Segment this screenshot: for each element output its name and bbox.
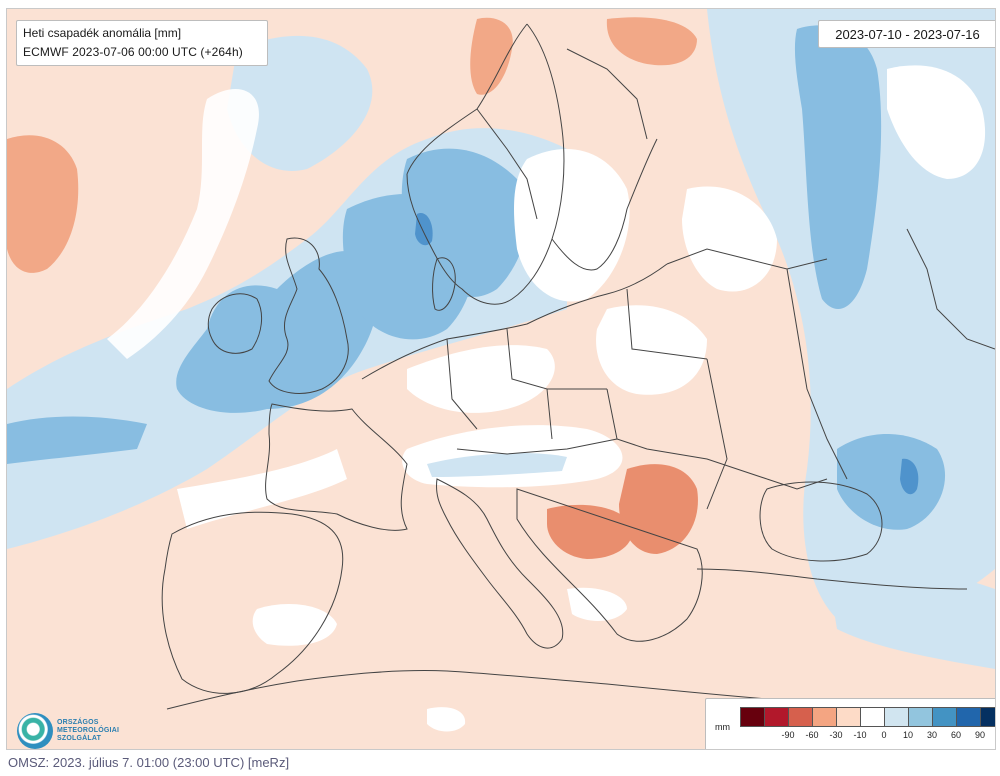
legend-swatch — [981, 708, 995, 726]
turkey-wet — [827, 565, 995, 669]
legend-swatches — [740, 707, 995, 727]
legend-tick-label: 10 — [902, 730, 914, 740]
omsz-logo-text: ORSZÁGOS METEOROLÓGIAI SZOLGÁLAT — [57, 719, 119, 743]
map-frame: Heti csapadék anomália [mm] ECMWF 2023-0… — [6, 8, 996, 750]
omsz-logo-icon — [17, 713, 53, 749]
british-isles-wet — [176, 250, 378, 413]
legend-swatch — [813, 708, 837, 726]
legend-tick-label: -30 — [829, 730, 843, 740]
iberia-north-neutral — [177, 449, 347, 529]
norway-border — [476, 108, 538, 220]
great-britain-outline — [268, 237, 349, 394]
turkey-coast — [696, 568, 968, 590]
north-atlantic-wet — [227, 35, 373, 171]
continent-northcoast — [361, 263, 668, 380]
finland-dry-patch — [606, 17, 697, 66]
logo-line-2: METEOROLÓGIAI — [57, 727, 120, 734]
omsz-logo: ORSZÁGOS METEOROLÓGIAI SZOLGÁLAT — [17, 707, 137, 749]
legend-swatch — [909, 708, 933, 726]
legend-unit: mm — [715, 722, 730, 732]
poland-neutral — [596, 305, 707, 395]
legend-tick-label: -90 — [781, 730, 795, 740]
model-run-label: ECMWF 2023-07-06 00:00 UTC (+264h) — [23, 45, 243, 59]
legend-swatch — [789, 708, 813, 726]
legend-tick-label: 30 — [926, 730, 938, 740]
logo-line-3: SZOLGÁLAT — [57, 735, 102, 742]
date-range-box: 2023-07-10 - 2023-07-16 — [818, 20, 995, 48]
map-title-box: Heti csapadék anomália [mm] ECMWF 2023-0… — [16, 20, 268, 66]
color-legend: mm -90 -60 -30 -10 0 10 30 60 90 — [705, 698, 995, 749]
finland-border — [566, 48, 648, 140]
legend-swatch — [741, 708, 765, 726]
africa-neutral-patch — [427, 707, 466, 732]
romania-dry-patch — [619, 464, 698, 554]
ireland-outline — [207, 293, 263, 354]
map-title: Heti csapadék anomália [mm] — [23, 26, 182, 40]
logo-line-1: ORSZÁGOS — [57, 719, 99, 726]
mediterranean-neutral-patch — [567, 587, 627, 621]
black-sea-deep-wet — [900, 458, 919, 495]
country-borders — [161, 23, 995, 710]
atlantic-dry-patch — [7, 135, 79, 273]
baltic-coast — [551, 138, 658, 271]
legend-swatch — [837, 708, 861, 726]
norway-coast-dry — [470, 17, 513, 95]
norway-deep-wet — [415, 213, 433, 246]
balkans-outline — [516, 488, 703, 642]
denmark-outline — [432, 257, 456, 311]
iberia-outline — [161, 511, 344, 694]
legend-tick-label: -10 — [853, 730, 867, 740]
legend-tick-label: 0 — [881, 730, 887, 740]
scandinavia-wet — [401, 148, 528, 298]
legend-swatch — [885, 708, 909, 726]
bosnia-dry-patch — [547, 504, 633, 559]
legend-swatch — [765, 708, 789, 726]
black-sea-wet — [837, 434, 946, 530]
anomaly-map — [7, 9, 995, 749]
atlantic-neutral-band — [107, 89, 259, 359]
legend-tick-label: 60 — [950, 730, 962, 740]
legend-swatch — [933, 708, 957, 726]
legend-swatch — [957, 708, 981, 726]
alps-wet-light — [427, 453, 567, 477]
baltic-neutral — [514, 149, 630, 302]
africa-coast — [166, 670, 768, 710]
biscay-wet — [7, 416, 147, 464]
russia-wet-mid — [794, 25, 882, 310]
legend-swatch — [861, 708, 885, 726]
russia-neutral-patches — [887, 65, 986, 179]
east-russia-border — [906, 228, 995, 350]
central-europe-neutral — [407, 345, 555, 413]
black-sea-outline — [759, 481, 883, 562]
france-outline — [265, 403, 408, 531]
italy-outline — [436, 478, 564, 649]
footer-text: OMSZ: 2023. július 7. 01:00 (23:00 UTC) … — [8, 755, 290, 770]
date-range-label: 2023-07-10 - 2023-07-16 — [835, 27, 980, 42]
legend-tick-label: 90 — [974, 730, 986, 740]
legend-tick-label: -60 — [805, 730, 819, 740]
east-neutral — [682, 186, 777, 292]
legend-ticks: -90 -60 -30 -10 0 10 30 60 90 — [740, 730, 988, 744]
central-borders — [446, 288, 768, 510]
